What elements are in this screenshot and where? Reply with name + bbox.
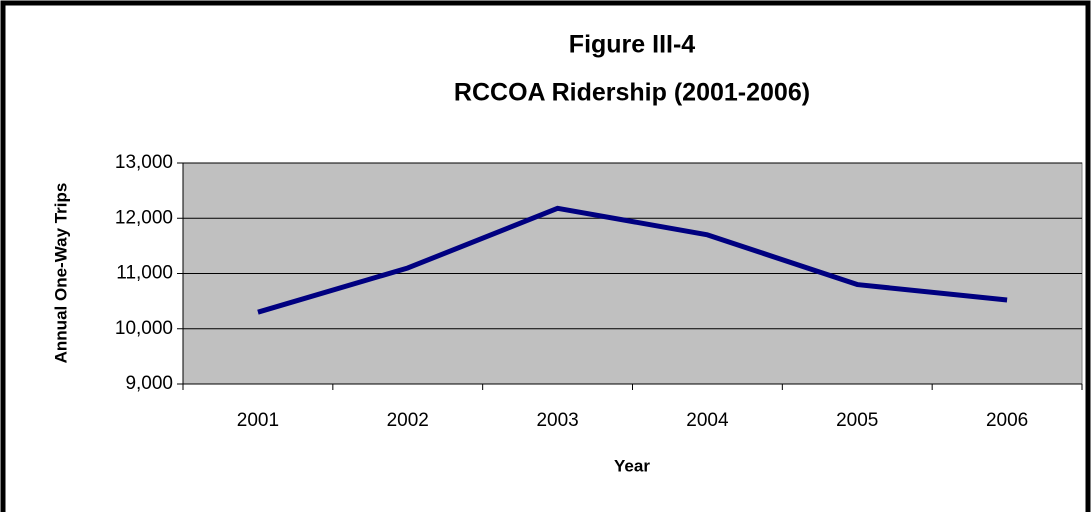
- x-tick-label: 2001: [237, 410, 279, 431]
- y-tick-label: 12,000: [115, 207, 173, 228]
- y-axis-title: Annual One-Way Trips: [51, 183, 70, 364]
- x-axis-title: Year: [614, 456, 650, 475]
- y-tick-label: 10,000: [115, 318, 173, 339]
- chart-title: RCCOA Ridership (2001-2006): [454, 79, 810, 107]
- y-tick-label: 11,000: [116, 263, 173, 284]
- y-tick-label: 13,000: [115, 152, 173, 173]
- x-tick-label: 2003: [536, 410, 578, 431]
- y-tick-label: 9,000: [125, 373, 173, 394]
- x-tick-label: 2006: [986, 410, 1028, 431]
- x-tick-label: 2005: [836, 410, 878, 431]
- data-line: [257, 205, 1008, 315]
- x-tick-label: 2002: [387, 410, 429, 431]
- chart-title: Figure III-4: [569, 31, 696, 59]
- x-tick-label: 2004: [686, 410, 729, 431]
